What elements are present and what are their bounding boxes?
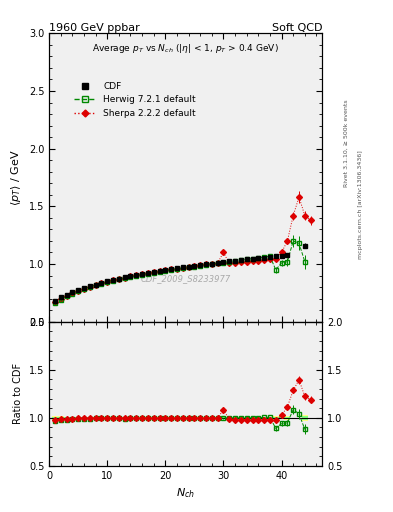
Text: Average $p_T$ vs $N_{ch}$ ($|\eta|$ < 1, $p_T$ > 0.4 GeV): Average $p_T$ vs $N_{ch}$ ($|\eta|$ < 1,…: [92, 42, 279, 55]
Text: CDF_2009_S8233977: CDF_2009_S8233977: [141, 274, 231, 283]
Y-axis label: $\langle p_T \rangle$ / GeV: $\langle p_T \rangle$ / GeV: [9, 149, 23, 206]
Text: 1960 GeV ppbar: 1960 GeV ppbar: [49, 23, 140, 32]
Text: mcplots.cern.ch [arXiv:1306.3436]: mcplots.cern.ch [arXiv:1306.3436]: [358, 151, 363, 259]
X-axis label: $N_{ch}$: $N_{ch}$: [176, 486, 195, 500]
Text: Soft QCD: Soft QCD: [272, 23, 322, 32]
Text: Rivet 3.1.10, ≥ 500k events: Rivet 3.1.10, ≥ 500k events: [344, 99, 349, 187]
Y-axis label: Ratio to CDF: Ratio to CDF: [13, 363, 23, 424]
Legend: CDF, Herwig 7.2.1 default, Sherpa 2.2.2 default: CDF, Herwig 7.2.1 default, Sherpa 2.2.2 …: [70, 78, 200, 121]
